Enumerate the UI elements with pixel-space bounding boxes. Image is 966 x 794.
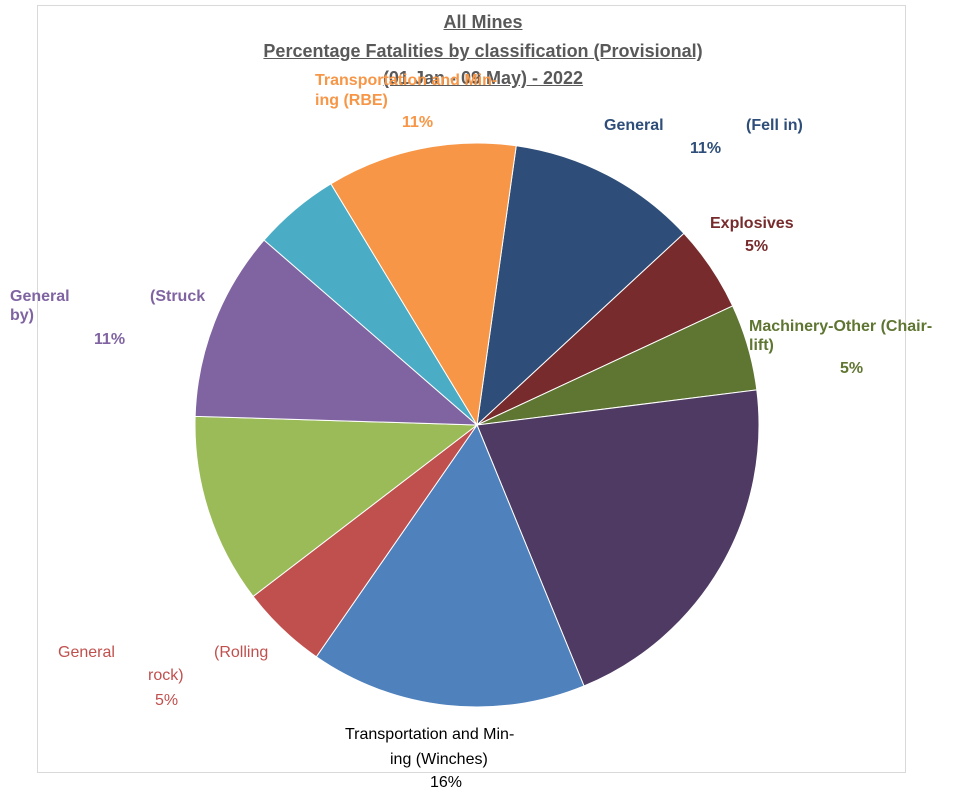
label-fell-in-name-1: General xyxy=(604,117,664,134)
label-struck-by-name-3: by) xyxy=(10,307,34,324)
label-chairlift-name-1: Machinery-Other (Chair- xyxy=(749,318,933,335)
label-rolling-rock-name-2: (Rolling xyxy=(214,644,269,661)
label-rbe-name-2: ing (RBE) xyxy=(315,92,388,109)
chart-title-line-1: All Mines xyxy=(443,12,523,32)
label-struck-by-pct: 11% xyxy=(94,331,126,348)
pie-slice-7 xyxy=(194,239,479,426)
label-struck-by-name-2: (Struck xyxy=(150,288,206,305)
label-rolling-rock-name-1: General xyxy=(58,644,115,661)
label-rbe-pct: 11% xyxy=(402,114,434,131)
chart-title-line-2: Percentage Fatalities by classification … xyxy=(263,41,703,61)
label-winches-pct: 16% xyxy=(430,774,463,791)
label-chairlift-pct: 5% xyxy=(840,360,864,377)
label-fell-in-name-2: (Fell in) xyxy=(746,117,803,134)
pie-slice-0 xyxy=(476,145,685,427)
label-rolling-rock-pct: 5% xyxy=(155,692,179,709)
pie-slice-3 xyxy=(476,389,760,687)
label-rolling-rock-name-3: rock) xyxy=(148,667,184,684)
label-explosives-name: Explosives xyxy=(710,215,794,232)
label-winches-name-2: ing (Winches) xyxy=(390,751,488,768)
label-chairlift-name-2: lift) xyxy=(749,337,774,354)
label-explosives-pct: 5% xyxy=(745,238,769,255)
label-winches-name-1: Transportation and Min- xyxy=(345,726,515,743)
pie-slice-4 xyxy=(315,423,585,708)
label-rbe-name-1: Transportation and Min- xyxy=(315,72,498,89)
label-fell-in-pct: 11% xyxy=(690,140,722,157)
label-struck-by-name-1: General xyxy=(10,288,70,305)
pie-slice-6 xyxy=(194,415,479,598)
pie-slice-9 xyxy=(330,142,517,427)
chart-title-line-3: (01 Jan - 09 May) - 2022 xyxy=(382,68,584,88)
chart-frame xyxy=(37,5,906,773)
